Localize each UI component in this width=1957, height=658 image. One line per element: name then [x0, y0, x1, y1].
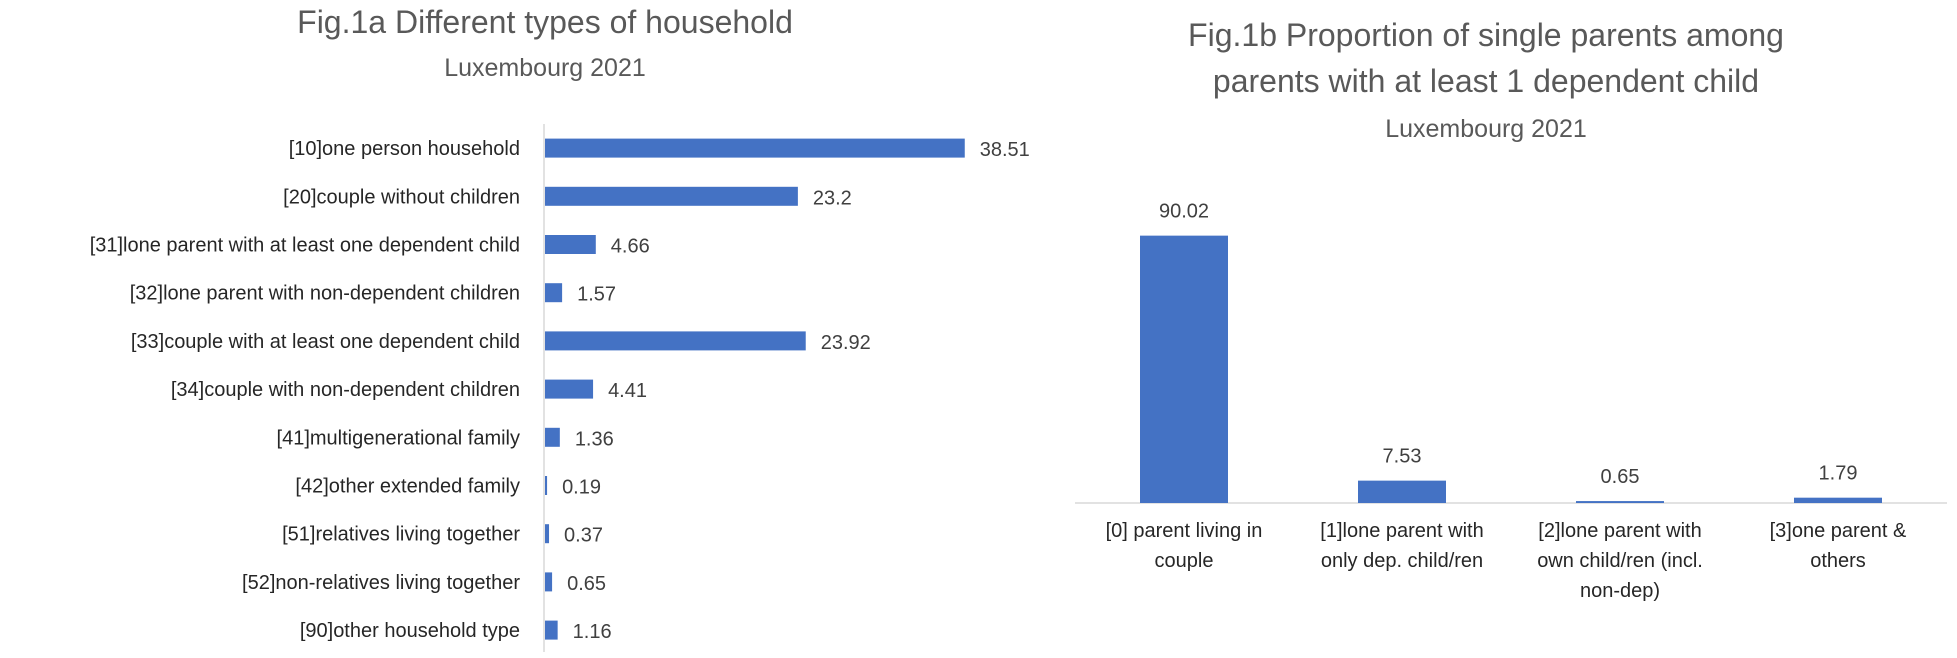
- chart-1a-title: Fig.1a Different types of household: [297, 4, 793, 40]
- chart-1a-bar: [545, 331, 806, 351]
- chart-1a-category-label: [90]other household type: [300, 620, 520, 642]
- chart-1a-value-label: 1.36: [575, 428, 614, 450]
- chart-1a-value-label: 23.92: [821, 332, 871, 354]
- chart-1b-subtitle: Luxembourg 2021: [1385, 115, 1587, 143]
- chart-1a: Fig.1a Different types of household Luxe…: [90, 4, 1030, 652]
- chart-1b-value-label: 7.53: [1383, 446, 1422, 468]
- chart-1a-category-label: [34]couple with non-dependent children: [171, 379, 520, 401]
- chart-1b-bar: [1358, 480, 1446, 503]
- chart-1b-category-label: [0] parent living in couple: [1106, 520, 1263, 572]
- chart-1a-value-label: 4.66: [611, 236, 650, 258]
- chart-1b-title-line-2: parents with at least 1 dependent child: [1213, 63, 1759, 99]
- chart-1b-value-label: 90.02: [1159, 201, 1209, 223]
- chart-1a-value-label: 1.57: [577, 284, 616, 306]
- chart-1b-bar: [1794, 497, 1882, 503]
- chart-1a-bars: [10]one person household 38.51 [20]couple …: [90, 138, 1030, 643]
- chart-1b-bar: [1140, 235, 1228, 503]
- chart-1a-category-label: [31]lone parent with at least one depend…: [90, 235, 520, 257]
- chart-1b: Fig.1b Proportion of single parents amon…: [1075, 17, 1947, 602]
- chart-1b-category-label: [1]lone parent with only dep. child/ren: [1320, 520, 1483, 572]
- chart-1a-bar: [545, 427, 560, 447]
- chart-1a-category-label: [33]couple with at least one dependent c…: [131, 331, 520, 353]
- chart-1a-category-label: [52]non-relatives living together: [242, 572, 520, 594]
- chart-1b-value-label: 1.79: [1819, 463, 1858, 485]
- chart-1a-value-label: 0.37: [564, 525, 603, 547]
- chart-1a-value-label: 23.2: [813, 187, 852, 209]
- chart-1a-subtitle: Luxembourg 2021: [444, 54, 646, 82]
- chart-1a-value-label: 0.19: [562, 477, 601, 499]
- chart-1a-category-label: [42]other extended family: [295, 476, 520, 498]
- chart-1b-value-label: 0.65: [1601, 466, 1640, 488]
- chart-1a-bar: [545, 572, 553, 592]
- chart-1a-category-label: [10]one person household: [289, 138, 520, 160]
- chart-1a-bar: [545, 186, 798, 206]
- chart-1a-bar: [545, 476, 548, 495]
- chart-1a-bar: [545, 379, 594, 399]
- chart-1a-category-label: [51]relatives living together: [282, 524, 520, 546]
- chart-1b-bars: 90.02 [0] parent living in couple 7.53 [1]lo…: [1106, 201, 1907, 602]
- chart-1a-bar: [545, 138, 965, 158]
- chart-1a-value-label: 0.65: [567, 573, 606, 595]
- chart-1a-category-label: [32]lone parent with non-dependent child…: [130, 283, 520, 305]
- chart-1b-category-label: [2]lone parent with own child/ren (incl. n…: [1537, 520, 1703, 602]
- chart-1b-title-line-1: Fig.1b Proportion of single parents amon…: [1188, 17, 1784, 53]
- chart-1a-value-label: 38.51: [980, 139, 1030, 161]
- chart-1a-bar: [545, 620, 558, 640]
- chart-1a-category-label: [20]couple without children: [283, 186, 520, 208]
- chart-1a-value-label: 4.41: [608, 380, 647, 402]
- chart-1b-category-label: [3]one parent & others: [1770, 520, 1907, 572]
- chart-1a-bar: [545, 283, 563, 303]
- chart-1a-bar: [545, 235, 596, 254]
- chart-1a-bar: [545, 524, 550, 544]
- chart-1a-value-label: 1.16: [573, 621, 612, 643]
- chart-1a-category-label: [41]multigenerational family: [277, 427, 520, 449]
- chart-1b-bar: [1576, 501, 1664, 503]
